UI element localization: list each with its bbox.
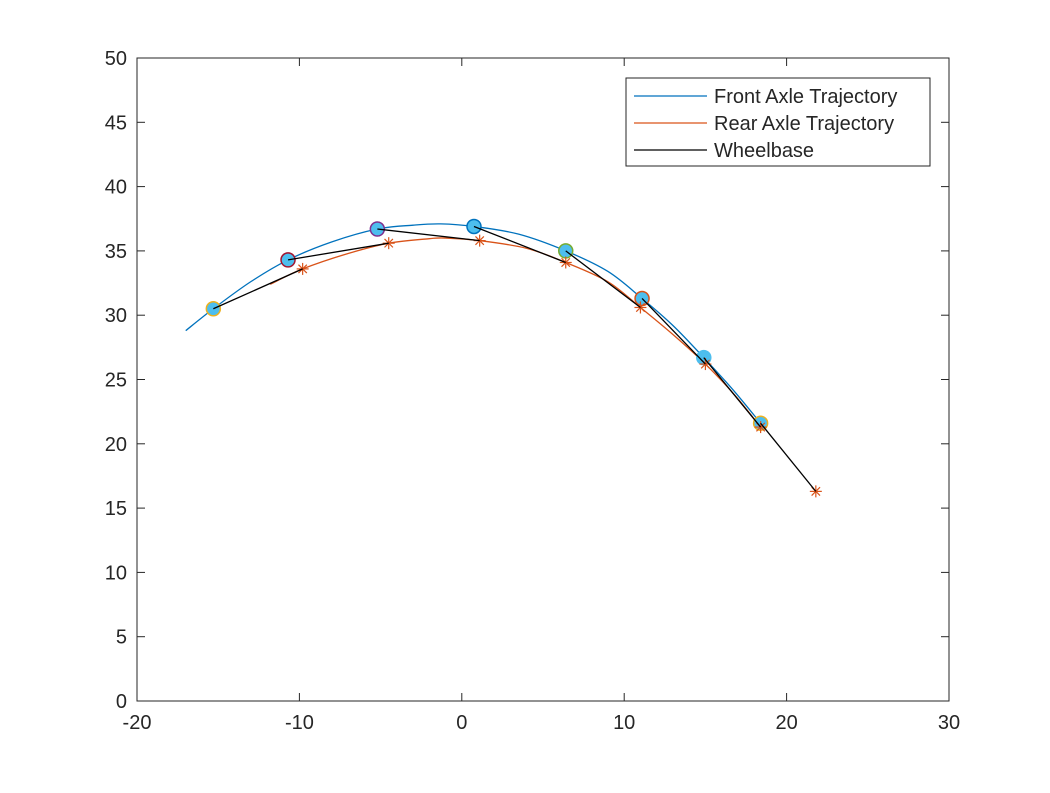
- x-tick-label: 20: [775, 712, 797, 734]
- y-tick-label: 30: [105, 305, 127, 327]
- y-tick-label: 10: [105, 562, 127, 584]
- x-tick-label: 10: [613, 712, 635, 734]
- y-tick-label: 35: [105, 241, 127, 263]
- axes: -20 -10 0 10 20 30 0 5 10 15 20 25 30 35 40 45 50: [105, 48, 960, 734]
- wheelbase-line: [703, 357, 762, 428]
- y-tick-label: 25: [105, 370, 127, 392]
- front-axle-trajectory-line: [185, 223, 762, 424]
- legend-box: [625, 77, 931, 167]
- wheelbase-line: [565, 250, 641, 309]
- rear-axle-trajectory-line: [269, 237, 762, 428]
- plot-lines: [185, 218, 822, 498]
- wheelbase-line: [287, 242, 389, 261]
- x-tick-label: -10: [285, 712, 314, 734]
- legend-label: Rear Axle Trajectory: [714, 113, 894, 135]
- wheelbase-line: [213, 268, 303, 310]
- y-tick-label: 20: [105, 434, 127, 456]
- x-tick-label: 30: [938, 712, 960, 734]
- y-tick-label: 40: [105, 177, 127, 199]
- wheelbase-line: [377, 228, 480, 242]
- x-tick-label: -20: [123, 712, 152, 734]
- wheelbase-line: [641, 298, 706, 365]
- y-tick-label: 0: [116, 691, 127, 713]
- legend-label: Wheelbase: [714, 140, 814, 162]
- x-tick-label: 0: [456, 712, 467, 734]
- wheelbase-line: [473, 225, 566, 264]
- legend-label: Front Axle Trajectory: [714, 86, 897, 108]
- y-tick-label: 5: [116, 627, 127, 649]
- y-tick-label: 15: [105, 498, 127, 520]
- y-tick-label: 50: [105, 48, 127, 70]
- y-tick-label: 45: [105, 112, 127, 134]
- wheelbase-line: [760, 422, 817, 492]
- legend: Front Axle Trajectory Rear Axle Trajector…: [625, 77, 931, 167]
